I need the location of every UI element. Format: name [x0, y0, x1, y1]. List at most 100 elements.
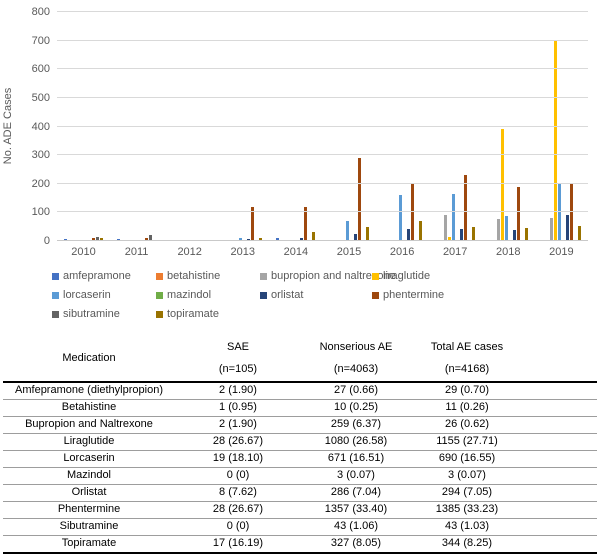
legend-swatch-icon — [52, 310, 59, 318]
bar-phentermine-2016 — [410, 184, 414, 241]
column-subtitle: (n=4063) — [333, 363, 379, 375]
year-cluster-2012 — [163, 12, 216, 241]
x-tick-label: 2016 — [389, 246, 415, 258]
table-row: Liraglutide 28 (26.67) 1080 (26.58) 1155 (2… — [3, 433, 597, 451]
x-tick-label: 2011 — [124, 246, 149, 258]
table-row: Phentermine 28 (26.67) 1357 (33.40) 1385 (3… — [3, 501, 597, 519]
y-tick-label: 800 — [31, 6, 50, 18]
filler-cell — [523, 519, 597, 536]
total-cell: 1385 (33.23) — [435, 503, 499, 515]
sae-cell: 17 (16.19) — [212, 537, 264, 549]
y-axis-title: No. ADE Cases — [2, 87, 14, 165]
nonserious-cell: 1357 (33.40) — [324, 503, 388, 515]
legend-label: phentermine — [383, 289, 445, 301]
sae-cell: 8 (7.62) — [219, 486, 257, 498]
bar-phentermine-2014 — [304, 207, 308, 241]
bar-topiramate-2010 — [100, 238, 104, 241]
bar-phentermine-2013 — [251, 207, 255, 241]
bar-clusters — [57, 12, 588, 241]
total-cell: 690 (16.55) — [438, 452, 496, 464]
bar-topiramate-2014 — [312, 232, 316, 241]
nonserious-cell: 3 (0.07) — [337, 469, 375, 481]
column-title: Medication — [62, 352, 116, 364]
total-cell: 29 (0.70) — [444, 384, 490, 396]
sae-cell: 1 (0.95) — [219, 401, 257, 413]
legend-label: betahistine — [167, 270, 221, 282]
gridline — [57, 154, 588, 156]
x-tick-label: 2019 — [549, 246, 574, 258]
x-tick-label: 2014 — [283, 246, 309, 258]
x-tick-label: 2013 — [230, 246, 256, 258]
filler-cell — [523, 451, 597, 468]
total-cell: 43 (1.03) — [444, 520, 490, 532]
nonserious-cell: 1080 (26.58) — [324, 435, 388, 447]
table-row: Amfepramone (diethylpropion) 2 (1.90) 27 (… — [3, 382, 597, 400]
gridline — [57, 96, 588, 98]
bar-orlistat-2018 — [512, 230, 516, 241]
bar-orlistat-2016 — [406, 229, 410, 241]
filler-cell — [523, 400, 597, 417]
y-tick-label: 600 — [31, 63, 50, 76]
bar-lorcaserin-2019 — [557, 184, 561, 241]
column-subtitle: (n=4168) — [444, 363, 490, 375]
legend-item-amfepramone: amfepramone — [52, 270, 156, 282]
legend-swatch-icon — [372, 272, 379, 280]
legend-label: orlistat — [271, 289, 304, 301]
medication-cell: Amfepramone (diethylpropion) — [15, 384, 163, 396]
gridline — [57, 182, 588, 184]
x-tick-label: 2010 — [71, 246, 96, 258]
sae-cell: 0 (0) — [226, 469, 250, 481]
bar-topiramate-2019 — [577, 226, 581, 241]
nonserious-cell: 259 (6.37) — [330, 418, 382, 430]
gridline — [57, 211, 588, 213]
year-cluster-2010 — [57, 12, 110, 241]
bar-sibutramine-2010 — [96, 237, 100, 241]
column-header: SAE (n=105) — [175, 337, 301, 382]
bar-liraglutide-2018 — [500, 129, 504, 241]
gridline — [57, 68, 588, 70]
bar-phentermine-2017 — [463, 175, 467, 241]
legend-swatch-icon — [372, 291, 379, 299]
legend-swatch-icon — [260, 272, 267, 280]
y-tick-label: 200 — [31, 177, 50, 190]
ade-bar-chart: No. ADE Cases 0 100 200 300 400 500 600 700 800 … — [0, 0, 600, 262]
total-cell: 11 (0.26) — [445, 401, 489, 413]
year-cluster-2017 — [429, 12, 482, 241]
medication-cell: Phentermine — [57, 503, 121, 515]
sae-cell: 2 (1.90) — [219, 418, 257, 430]
legend-item-lorcaserin: lorcaserin — [52, 289, 156, 301]
medication-cell: Bupropion and Naltrexone — [25, 418, 153, 430]
medication-cell: Orlistat — [71, 486, 107, 498]
plot-area — [57, 11, 588, 241]
nonserious-cell: 27 (0.66) — [333, 384, 379, 396]
y-tick-label: 700 — [31, 34, 50, 47]
y-tick-label: 500 — [31, 91, 50, 104]
filler-cell — [523, 485, 597, 502]
filler-cell — [523, 434, 597, 451]
bar-lorcaserin-2016 — [398, 195, 402, 241]
summary-table: Medication SAE (n=105) Nonserious AE (n=4063… — [3, 337, 597, 554]
medication-cell: Topiramate — [61, 537, 117, 549]
bar-bupropion-and-naltrexone-2017 — [443, 215, 447, 241]
bar-orlistat-2019 — [565, 215, 569, 241]
table-row: Lorcaserin 19 (18.10) 671 (16.51) 690 (16.5… — [3, 450, 597, 468]
table-body: Amfepramone (diethylpropion) 2 (1.90) 27 (… — [3, 382, 597, 553]
bar-orlistat-2017 — [459, 229, 463, 241]
bar-liraglutide-2019 — [553, 41, 557, 241]
total-cell: 3 (0.07) — [448, 469, 486, 481]
bar-amfepramone-2014 — [276, 238, 280, 241]
y-tick-label: 100 — [31, 206, 50, 219]
filler-cell — [523, 417, 597, 434]
bar-topiramate-2016 — [418, 221, 422, 241]
table-row: Bupropion and Naltrexone 2 (1.90) 259 (6.3… — [3, 416, 597, 434]
legend-swatch-icon — [52, 272, 59, 280]
filler-cell — [523, 536, 597, 554]
sae-cell: 2 (1.90) — [219, 384, 257, 396]
x-tick-label: 2018 — [496, 246, 521, 258]
medication-cell: Mazindol — [66, 469, 112, 481]
legend: amfepramone betahistine bupropion and nalt… — [52, 270, 572, 320]
table-row: Topiramate 17 (16.19) 327 (8.05) 344 (8.25) — [3, 535, 597, 554]
bar-liraglutide-2017 — [447, 237, 451, 241]
table-row: Mazindol 0 (0) 3 (0.07) 3 (0.07) — [3, 467, 597, 485]
nonserious-cell: 671 (16.51) — [327, 452, 385, 464]
